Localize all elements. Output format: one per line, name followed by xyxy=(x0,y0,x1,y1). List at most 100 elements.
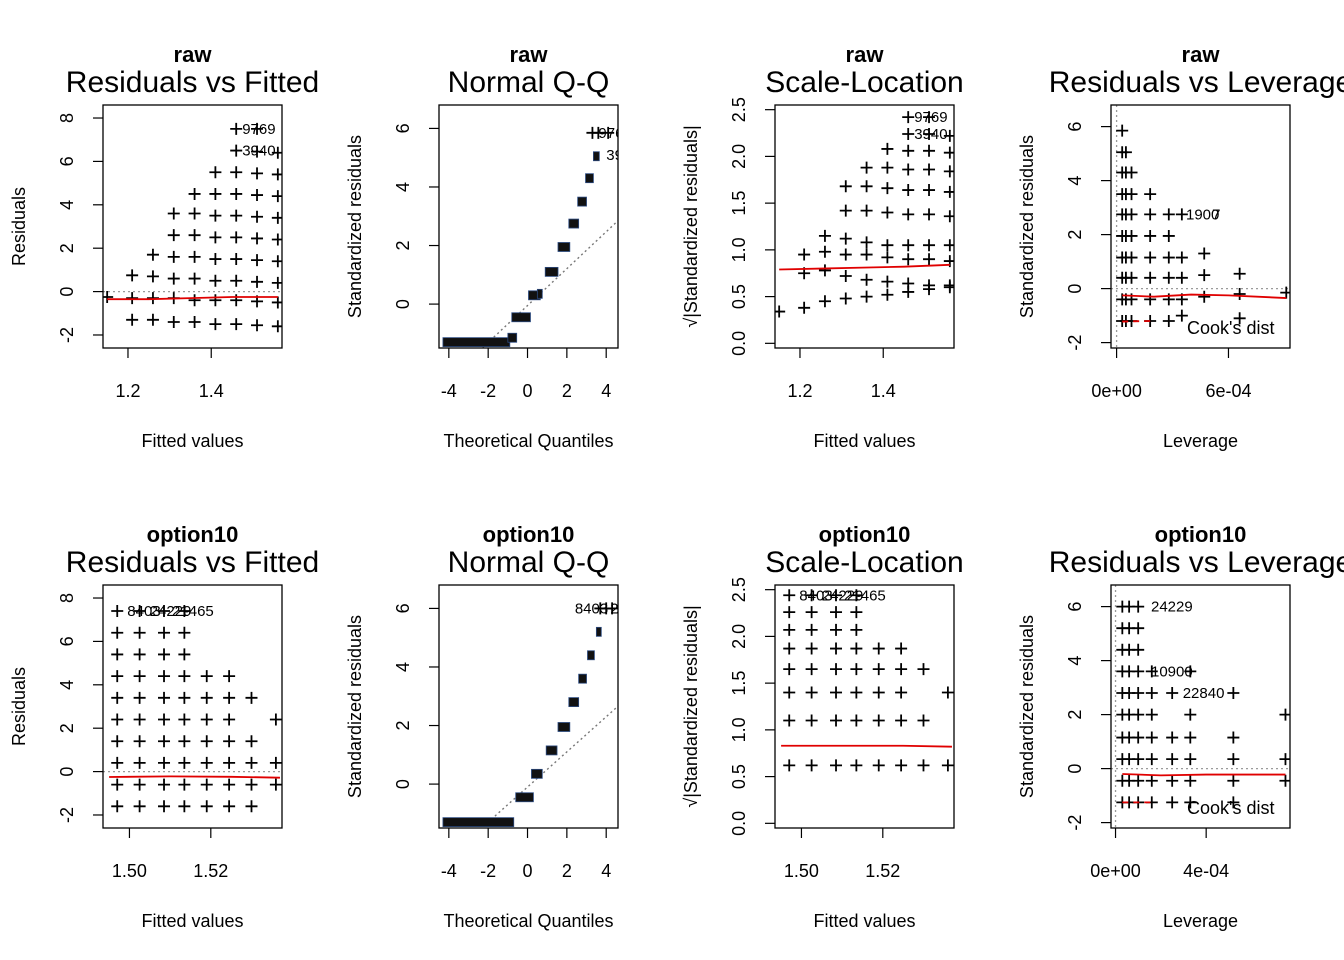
data-point xyxy=(830,663,843,676)
data-point xyxy=(1227,753,1240,766)
data-point xyxy=(917,663,930,676)
qq-point-band xyxy=(507,332,518,343)
data-point xyxy=(223,735,236,748)
y-tick-label: 1.5 xyxy=(729,191,749,216)
x-tick-label: 0 xyxy=(523,861,533,881)
data-point xyxy=(230,253,243,266)
data-point xyxy=(188,315,201,328)
y-tick-label: 2.0 xyxy=(729,144,749,169)
data-point xyxy=(1144,293,1157,306)
data-point xyxy=(1145,731,1158,744)
data-point xyxy=(230,294,243,307)
data-point xyxy=(1184,708,1197,721)
data-point xyxy=(839,248,852,261)
data-point xyxy=(269,713,282,726)
data-point xyxy=(872,714,885,727)
data-point xyxy=(818,264,831,277)
data-point xyxy=(133,691,146,704)
data-point xyxy=(881,251,894,264)
data-point xyxy=(1145,708,1158,721)
data-point xyxy=(1166,687,1179,699)
data-point xyxy=(1280,286,1290,299)
data-point xyxy=(1125,251,1138,264)
data-point xyxy=(178,735,191,748)
y-tick-label: 1.5 xyxy=(729,671,749,696)
data-point xyxy=(209,294,222,307)
data-point xyxy=(111,691,124,704)
data-point xyxy=(902,111,915,124)
qq-point-band xyxy=(587,650,595,661)
point-annotation: 1900 xyxy=(1186,206,1219,223)
data-point xyxy=(602,126,615,139)
data-point xyxy=(178,626,191,639)
data-point xyxy=(223,756,236,769)
data-point xyxy=(1233,312,1246,325)
data-point xyxy=(1125,166,1138,179)
data-point xyxy=(850,589,863,602)
data-point xyxy=(126,313,139,326)
data-point xyxy=(200,778,213,791)
data-point xyxy=(188,187,201,200)
x-tick-label: 4e-04 xyxy=(1183,861,1229,881)
data-point xyxy=(923,184,936,197)
x-tick-label: 4 xyxy=(601,381,611,401)
data-point xyxy=(1125,229,1138,242)
y-axis-label: √|Standardized residuals| xyxy=(681,125,701,327)
data-point xyxy=(188,229,201,242)
plot-frame xyxy=(102,584,283,829)
point-annotation: 21465 xyxy=(616,600,658,617)
y-tick-label: 6 xyxy=(1065,122,1085,132)
data-point xyxy=(230,209,243,222)
plot-frame xyxy=(774,584,955,829)
point-annotation: 9769 xyxy=(242,121,275,138)
data-point xyxy=(1162,251,1175,264)
y-tick-label: 6 xyxy=(57,156,77,166)
data-point xyxy=(1132,774,1145,787)
data-point xyxy=(881,239,894,252)
data-point xyxy=(850,606,863,619)
data-point xyxy=(881,206,894,219)
point-annotation: 9769 xyxy=(914,109,947,126)
data-point xyxy=(111,648,124,661)
y-tick-label: 0 xyxy=(57,767,77,777)
point-annotation: 24229 xyxy=(150,603,192,620)
y-axis-label: Standardized residuals xyxy=(345,615,365,798)
data-point xyxy=(200,670,213,683)
point-annotation: 9769 xyxy=(598,125,631,142)
data-point xyxy=(200,800,213,813)
y-tick-label: 4 xyxy=(57,680,77,690)
data-point xyxy=(783,663,796,676)
data-point xyxy=(850,663,863,676)
y-tick-label: 4 xyxy=(393,662,413,672)
data-point xyxy=(178,713,191,726)
data-point xyxy=(158,648,171,661)
data-point xyxy=(1184,753,1197,766)
qq-point-band xyxy=(442,817,515,828)
data-point xyxy=(818,245,831,258)
data-point xyxy=(1162,271,1175,284)
data-point xyxy=(269,778,282,791)
qq-point-band xyxy=(568,218,580,229)
data-point xyxy=(850,759,863,772)
data-point xyxy=(902,253,915,266)
x-axis-label: Theoretical Quantiles xyxy=(443,431,613,451)
data-point xyxy=(902,184,915,197)
point-annotation: 24229 xyxy=(610,600,652,617)
data-point xyxy=(178,778,191,791)
data-point xyxy=(923,279,936,292)
data-point xyxy=(783,642,796,655)
panel-super-title: raw xyxy=(510,42,549,67)
data-point xyxy=(133,648,146,661)
data-point xyxy=(178,691,191,704)
data-point xyxy=(126,269,139,282)
data-point xyxy=(881,288,894,301)
y-tick-label: 4 xyxy=(1065,656,1085,666)
data-point xyxy=(902,277,915,290)
qq-point-band xyxy=(442,337,511,348)
data-point xyxy=(167,315,180,328)
